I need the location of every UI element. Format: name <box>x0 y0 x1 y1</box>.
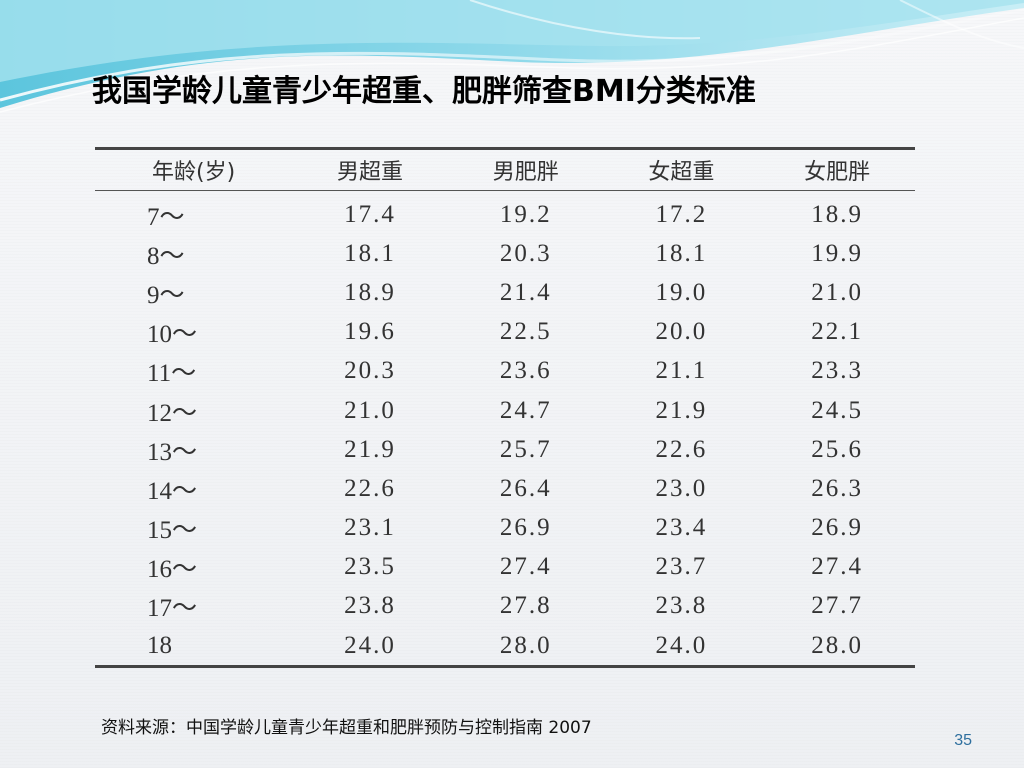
value-cell: 21.9 <box>344 435 396 463</box>
value-cell: 23.7 <box>655 553 708 581</box>
value-cell: 21.0 <box>344 396 396 424</box>
age-cell: 16～ <box>147 556 198 584</box>
age-cell: 13～ <box>147 438 198 466</box>
value-cell: 27.7 <box>811 592 863 620</box>
table-row: 8～ 18.1 20.3 18.1 19.9 <box>95 234 915 273</box>
table-row: 11～ 20.3 23.6 21.1 23.3 <box>95 352 915 391</box>
value-cell: 26.4 <box>499 474 552 502</box>
bmi-standard-table: 年龄(岁) 男超重 男肥胖 女超重 女肥胖 7～ 17.4 19.2 17.2 … <box>95 147 915 669</box>
value-cell: 22.6 <box>344 474 396 502</box>
value-cell: 21.9 <box>655 396 708 424</box>
value-cell: 24.0 <box>292 626 448 669</box>
age-cell: 18 <box>95 626 293 669</box>
source-citation: 资料来源：中国学龄儿童青少年超重和肥胖预防与控制指南 2007 <box>101 718 592 738</box>
value-cell: 25.6 <box>811 435 863 463</box>
value-cell: 26.9 <box>811 514 863 542</box>
value-cell: 22.5 <box>499 318 552 346</box>
value-cell: 24.0 <box>603 626 760 669</box>
value-cell: 28.0 <box>759 626 915 669</box>
value-cell: 23.0 <box>655 474 708 502</box>
value-cell: 20.0 <box>655 318 708 346</box>
age-cell: 17～ <box>147 595 198 623</box>
header-female-obese: 女肥胖 <box>759 147 915 191</box>
value-cell: 25.7 <box>499 435 552 463</box>
value-cell: 23.8 <box>344 592 396 620</box>
value-cell: 21.4 <box>499 278 552 306</box>
table-header-row: 年龄(岁) 男超重 男肥胖 女超重 女肥胖 <box>95 147 915 191</box>
slide-title: 我国学龄儿童青少年超重、肥胖筛查BMI分类标准 <box>92 74 756 109</box>
table-row: 10～ 19.6 22.5 20.0 22.1 <box>95 313 915 352</box>
table-row: 12～ 21.0 24.7 21.9 24.5 <box>95 391 915 430</box>
value-cell: 21.1 <box>655 357 708 385</box>
table-row: 18 24.0 28.0 24.0 28.0 <box>95 626 915 669</box>
value-cell: 23.3 <box>811 357 863 385</box>
value-cell: 26.3 <box>811 474 863 502</box>
value-cell: 22.6 <box>655 435 708 463</box>
value-cell: 19.2 <box>499 200 552 228</box>
value-cell: 23.8 <box>655 592 708 620</box>
table-row: 9～ 18.9 21.4 19.0 21.0 <box>95 273 915 312</box>
header-male-obese: 男肥胖 <box>447 147 604 191</box>
header-male-overweight: 男超重 <box>292 147 448 191</box>
value-cell: 23.5 <box>344 553 396 581</box>
header-swoosh-decoration <box>0 0 1024 113</box>
header-age: 年龄(岁) <box>95 147 293 191</box>
value-cell: 18.1 <box>344 239 396 267</box>
value-cell: 21.0 <box>811 278 863 306</box>
value-cell: 23.1 <box>344 514 396 542</box>
value-cell: 18.9 <box>811 200 863 228</box>
value-cell: 24.7 <box>499 396 552 424</box>
value-cell: 28.0 <box>447 626 604 669</box>
value-cell: 19.0 <box>655 278 708 306</box>
table-row: 7～ 17.4 19.2 17.2 18.9 <box>95 191 915 235</box>
value-cell: 24.5 <box>811 396 863 424</box>
table-row: 16～ 23.5 27.4 23.7 27.4 <box>95 548 915 587</box>
value-cell: 17.2 <box>655 200 708 228</box>
age-cell: 8～ <box>147 242 185 270</box>
value-cell: 23.6 <box>499 357 552 385</box>
value-cell: 18.9 <box>344 278 396 306</box>
age-cell: 14～ <box>147 477 198 505</box>
value-cell: 23.4 <box>655 514 708 542</box>
age-cell: 10～ <box>147 321 198 349</box>
table-row: 14～ 22.6 26.4 23.0 26.3 <box>95 469 915 508</box>
age-cell: 11～ <box>147 360 197 388</box>
table-row: 15～ 23.1 26.9 23.4 26.9 <box>95 509 915 548</box>
age-cell: 15～ <box>147 517 198 545</box>
value-cell: 27.4 <box>499 553 552 581</box>
value-cell: 20.3 <box>344 357 396 385</box>
value-cell: 26.9 <box>499 514 552 542</box>
age-cell: 12～ <box>147 399 198 427</box>
page-number: 35 <box>954 732 972 749</box>
value-cell: 19.9 <box>811 239 863 267</box>
value-cell: 22.1 <box>811 318 863 346</box>
value-cell: 19.6 <box>344 318 396 346</box>
header-female-overweight: 女超重 <box>603 147 760 191</box>
value-cell: 18.1 <box>655 239 708 267</box>
table-row: 17～ 23.8 27.8 23.8 27.7 <box>95 587 915 626</box>
table-row: 13～ 21.9 25.7 22.6 25.6 <box>95 430 915 469</box>
age-cell: 9～ <box>147 281 185 309</box>
value-cell: 17.4 <box>344 200 396 228</box>
value-cell: 27.8 <box>499 592 552 620</box>
value-cell: 20.3 <box>499 239 552 267</box>
value-cell: 27.4 <box>811 553 863 581</box>
age-cell: 7～ <box>147 203 185 231</box>
